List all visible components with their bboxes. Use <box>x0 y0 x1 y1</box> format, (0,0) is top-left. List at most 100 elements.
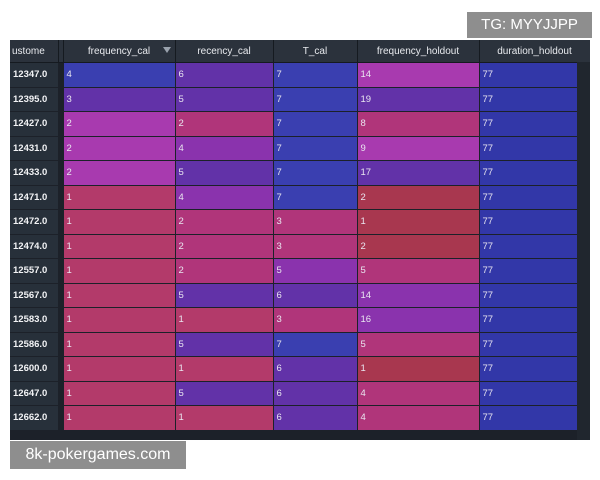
table-row[interactable]: 12647.0 1 5 6 4 77 <box>10 381 590 406</box>
table-row[interactable]: 12474.0 1 2 3 2 77 <box>10 234 590 259</box>
cell-recency-cal[interactable]: 5 <box>175 381 274 406</box>
column-header-frequency-cal[interactable]: frequency_cal <box>63 40 176 63</box>
cell-frequency-cal[interactable]: 1 <box>63 307 176 333</box>
cell-duration-holdout[interactable]: 77 <box>479 405 590 431</box>
cell-frequency-holdout[interactable]: 4 <box>357 381 480 406</box>
cell-t-cal[interactable]: 3 <box>273 234 358 259</box>
cell-recency-cal[interactable]: 2 <box>175 258 274 284</box>
cell-duration-holdout[interactable]: 77 <box>479 185 590 210</box>
cell-t-cal[interactable]: 3 <box>273 209 358 235</box>
cell-t-cal[interactable]: 3 <box>273 307 358 333</box>
cell-recency-cal[interactable]: 4 <box>175 185 274 210</box>
cell-t-cal[interactable]: 5 <box>273 258 358 284</box>
cell-frequency-cal[interactable]: 1 <box>63 332 176 357</box>
cell-duration-holdout[interactable]: 77 <box>479 258 590 284</box>
row-index[interactable]: 12567.0 <box>10 283 59 308</box>
table-row[interactable]: 12557.0 1 2 5 5 77 <box>10 258 590 284</box>
cell-duration-holdout[interactable]: 77 <box>479 234 590 259</box>
table-row[interactable]: 12583.0 1 1 3 16 77 <box>10 307 590 333</box>
row-index[interactable]: 12471.0 <box>10 185 59 210</box>
cell-frequency-cal[interactable]: 2 <box>63 111 176 137</box>
cell-frequency-holdout[interactable]: 17 <box>357 160 480 186</box>
cell-frequency-holdout[interactable]: 5 <box>357 258 480 284</box>
cell-frequency-holdout[interactable]: 2 <box>357 234 480 259</box>
cell-t-cal[interactable]: 7 <box>273 87 358 112</box>
cell-duration-holdout[interactable]: 77 <box>479 111 590 137</box>
cell-frequency-cal[interactable]: 3 <box>63 87 176 112</box>
cell-duration-holdout[interactable]: 77 <box>479 283 590 308</box>
row-index[interactable]: 12347.0 <box>10 62 59 88</box>
cell-frequency-holdout[interactable]: 14 <box>357 283 480 308</box>
row-index[interactable]: 12472.0 <box>10 209 59 235</box>
cell-recency-cal[interactable]: 2 <box>175 209 274 235</box>
cell-frequency-cal[interactable]: 1 <box>63 381 176 406</box>
cell-frequency-cal[interactable]: 1 <box>63 234 176 259</box>
row-index[interactable]: 12395.0 <box>10 87 59 112</box>
cell-t-cal[interactable]: 6 <box>273 405 358 431</box>
cell-t-cal[interactable]: 6 <box>273 381 358 406</box>
cell-frequency-holdout[interactable]: 1 <box>357 356 480 382</box>
cell-frequency-holdout[interactable]: 19 <box>357 87 480 112</box>
column-header-customer[interactable]: ustome <box>10 40 59 63</box>
cell-duration-holdout[interactable]: 77 <box>479 381 590 406</box>
cell-recency-cal[interactable]: 5 <box>175 87 274 112</box>
cell-frequency-cal[interactable]: 4 <box>63 62 176 88</box>
cell-duration-holdout[interactable]: 77 <box>479 62 590 88</box>
table-row[interactable]: 12600.0 1 1 6 1 77 <box>10 356 590 382</box>
cell-t-cal[interactable]: 7 <box>273 111 358 137</box>
cell-frequency-holdout[interactable]: 1 <box>357 209 480 235</box>
column-header-frequency-holdout[interactable]: frequency_holdout <box>357 40 480 63</box>
cell-duration-holdout[interactable]: 77 <box>479 87 590 112</box>
cell-frequency-holdout[interactable]: 14 <box>357 62 480 88</box>
table-row[interactable]: 12567.0 1 5 6 14 77 <box>10 283 590 308</box>
cell-frequency-cal[interactable]: 2 <box>63 160 176 186</box>
cell-frequency-holdout[interactable]: 8 <box>357 111 480 137</box>
cell-duration-holdout[interactable]: 77 <box>479 332 590 357</box>
cell-t-cal[interactable]: 6 <box>273 356 358 382</box>
cell-recency-cal[interactable]: 6 <box>175 62 274 88</box>
table-row[interactable]: 12662.0 1 1 6 4 77 <box>10 405 590 431</box>
row-index[interactable]: 12433.0 <box>10 160 59 186</box>
cell-frequency-cal[interactable]: 1 <box>63 209 176 235</box>
cell-frequency-holdout[interactable]: 2 <box>357 185 480 210</box>
cell-duration-holdout[interactable]: 77 <box>479 307 590 333</box>
cell-t-cal[interactable]: 7 <box>273 185 358 210</box>
cell-recency-cal[interactable]: 2 <box>175 234 274 259</box>
column-header-recency-cal[interactable]: recency_cal <box>175 40 274 63</box>
cell-duration-holdout[interactable]: 77 <box>479 160 590 186</box>
cell-t-cal[interactable]: 7 <box>273 62 358 88</box>
column-header-duration-holdout[interactable]: duration_holdout <box>479 40 590 63</box>
cell-recency-cal[interactable]: 5 <box>175 160 274 186</box>
row-index[interactable]: 12557.0 <box>10 258 59 284</box>
cell-frequency-cal[interactable]: 1 <box>63 258 176 284</box>
cell-frequency-cal[interactable]: 1 <box>63 185 176 210</box>
cell-frequency-cal[interactable]: 1 <box>63 356 176 382</box>
row-index[interactable]: 12647.0 <box>10 381 59 406</box>
vertical-scrollbar[interactable] <box>577 62 590 440</box>
cell-recency-cal[interactable]: 1 <box>175 356 274 382</box>
row-index[interactable]: 12474.0 <box>10 234 59 259</box>
cell-t-cal[interactable]: 7 <box>273 332 358 357</box>
table-row[interactable]: 12471.0 1 4 7 2 77 <box>10 185 590 210</box>
cell-frequency-holdout[interactable]: 4 <box>357 405 480 431</box>
cell-frequency-holdout[interactable]: 5 <box>357 332 480 357</box>
column-header-t-cal[interactable]: T_cal <box>273 40 358 63</box>
cell-t-cal[interactable]: 7 <box>273 136 358 161</box>
row-index[interactable]: 12586.0 <box>10 332 59 357</box>
cell-recency-cal[interactable]: 1 <box>175 405 274 431</box>
row-index[interactable]: 12431.0 <box>10 136 59 161</box>
table-row[interactable]: 12586.0 1 5 7 5 77 <box>10 332 590 357</box>
cell-frequency-cal[interactable]: 1 <box>63 283 176 308</box>
table-row[interactable]: 12433.0 2 5 7 17 77 <box>10 160 590 186</box>
cell-duration-holdout[interactable]: 77 <box>479 356 590 382</box>
cell-frequency-cal[interactable]: 1 <box>63 405 176 431</box>
row-index[interactable]: 12600.0 <box>10 356 59 382</box>
table-row[interactable]: 12395.0 3 5 7 19 77 <box>10 87 590 112</box>
table-row[interactable]: 12472.0 1 2 3 1 77 <box>10 209 590 235</box>
table-row[interactable]: 12427.0 2 2 7 8 77 <box>10 111 590 137</box>
cell-recency-cal[interactable]: 1 <box>175 307 274 333</box>
cell-t-cal[interactable]: 7 <box>273 160 358 186</box>
cell-recency-cal[interactable]: 5 <box>175 332 274 357</box>
table-row[interactable]: 12431.0 2 4 7 9 77 <box>10 136 590 161</box>
row-index[interactable]: 12662.0 <box>10 405 59 431</box>
